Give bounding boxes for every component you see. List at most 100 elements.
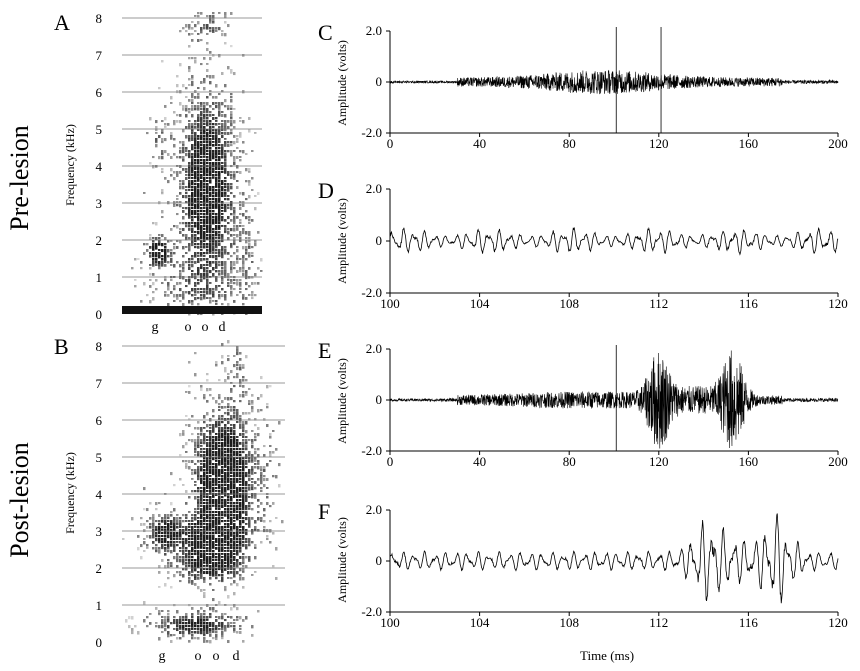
spectral-energy [236, 538, 239, 541]
spectral-energy [206, 282, 209, 286]
spectral-energy [206, 499, 209, 502]
spectral-energy [239, 150, 242, 153]
spectral-energy [218, 424, 221, 427]
spectral-energy [197, 532, 200, 535]
spectral-energy [215, 475, 218, 478]
spectral-energy [209, 511, 212, 514]
spectral-energy [185, 105, 188, 108]
spectral-energy [164, 529, 167, 533]
spectral-energy [200, 237, 203, 240]
spectral-energy [206, 430, 209, 432]
spectral-energy [191, 529, 194, 533]
spectral-energy [185, 195, 188, 199]
spectral-energy [209, 198, 212, 201]
spectral-energy [254, 496, 257, 499]
spectral-energy [191, 619, 194, 623]
spectral-energy [209, 141, 212, 144]
spectral-energy [221, 267, 224, 270]
spectral-energy [242, 430, 245, 433]
spectral-energy [191, 186, 194, 189]
spectral-energy [203, 288, 206, 291]
spectral-energy [212, 246, 215, 250]
spectral-energy [215, 222, 218, 224]
spectral-energy [227, 442, 230, 445]
spectral-energy [155, 532, 158, 535]
spectral-energy [185, 550, 188, 552]
spectral-energy [203, 457, 206, 460]
spectral-energy [245, 180, 248, 183]
spectral-energy [182, 553, 185, 555]
spectral-energy [146, 526, 149, 529]
spectral-energy [206, 279, 209, 282]
spectral-energy [218, 147, 221, 150]
spectral-energy [170, 472, 173, 476]
spectral-energy [233, 580, 236, 584]
spectral-energy [209, 547, 212, 550]
spectral-energy [233, 439, 236, 443]
spectral-energy [212, 553, 215, 557]
spectral-energy [206, 559, 209, 563]
spectral-energy [245, 153, 248, 156]
spectral-energy [200, 288, 203, 291]
spectral-energy [230, 108, 233, 110]
spectral-energy [224, 433, 227, 436]
spectral-energy [251, 457, 254, 461]
spectral-energy [176, 553, 179, 556]
spectral-energy [221, 261, 224, 265]
spectral-energy [209, 195, 212, 197]
spectral-energy [203, 472, 206, 476]
spectral-energy [224, 499, 227, 503]
spectral-energy [230, 457, 233, 461]
spectral-energy [224, 523, 227, 526]
spectral-energy [218, 496, 221, 500]
spectral-energy [173, 243, 176, 246]
spectral-energy [212, 108, 215, 111]
spectral-energy [194, 484, 197, 486]
spectral-energy [227, 502, 230, 504]
spectral-energy [212, 237, 215, 241]
spectral-energy [227, 469, 230, 472]
spectral-energy [239, 616, 242, 620]
spectral-energy [227, 556, 230, 560]
spectral-energy [227, 66, 230, 70]
spectral-energy [179, 30, 182, 33]
spectral-energy [182, 529, 185, 533]
spectral-energy [215, 619, 218, 622]
spectral-energy [233, 237, 236, 241]
spectral-energy [191, 192, 194, 196]
spectral-energy [191, 210, 194, 214]
spectral-energy [188, 108, 191, 111]
spectral-energy [215, 27, 218, 30]
spectral-energy [203, 538, 206, 542]
spectral-energy [221, 532, 224, 536]
spectral-energy [251, 406, 254, 410]
spectral-energy [224, 541, 227, 544]
spectral-energy [224, 511, 227, 514]
spectral-energy [185, 285, 188, 288]
spectral-energy [200, 234, 203, 238]
spectral-energy [245, 457, 248, 460]
spectral-energy [251, 496, 254, 499]
spectral-energy [224, 126, 227, 130]
spectral-energy [215, 574, 218, 577]
spectral-energy [227, 418, 230, 421]
spectral-energy [137, 547, 140, 551]
spectral-energy [191, 583, 194, 585]
spectral-energy [230, 150, 233, 153]
spectral-energy [218, 174, 221, 177]
spectral-energy [203, 550, 206, 553]
spectral-energy [173, 153, 176, 156]
spectral-energy [215, 490, 218, 492]
spectral-energy [194, 150, 197, 153]
spectral-energy [221, 252, 224, 256]
spectral-energy [227, 237, 230, 241]
spectral-energy [188, 210, 191, 214]
spectral-energy [212, 27, 215, 31]
spectral-energy [191, 39, 194, 42]
spectral-energy [218, 144, 221, 147]
spectral-energy [230, 424, 233, 426]
spectral-energy [242, 556, 245, 560]
spectral-energy [197, 496, 200, 499]
spectral-energy [182, 634, 185, 638]
spectral-energy [164, 628, 167, 632]
